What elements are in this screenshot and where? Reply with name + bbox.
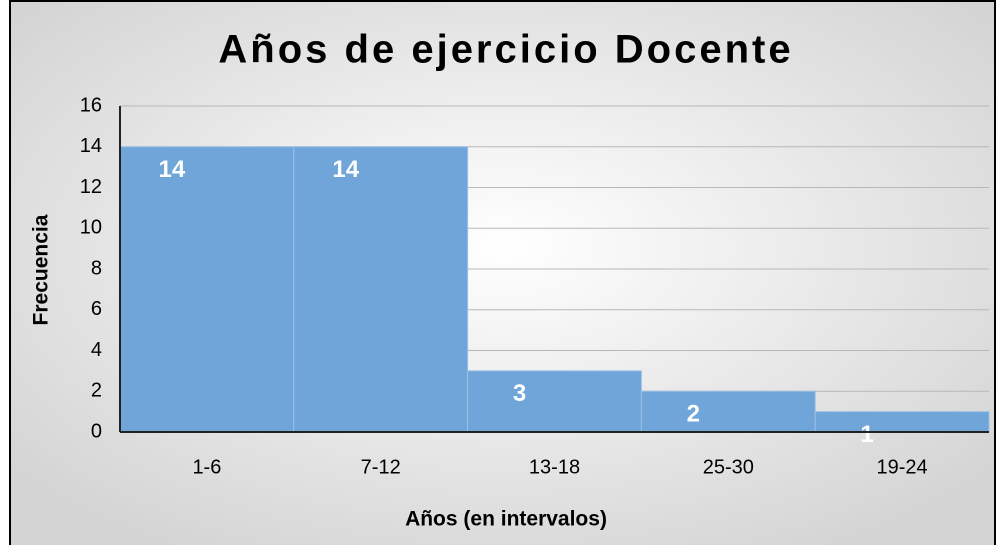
- x-tick-label: 7-12: [361, 456, 401, 478]
- data-label: 2: [687, 401, 700, 428]
- x-tick-label: 25-30: [703, 456, 754, 478]
- bar: [293, 146, 469, 433]
- bar: [119, 146, 295, 433]
- data-label: 1: [860, 421, 873, 448]
- y-tick-label: 0: [91, 420, 102, 442]
- y-tick-label: 12: [80, 176, 102, 198]
- y-tick-label: 16: [80, 94, 102, 116]
- data-label: 14: [332, 156, 359, 183]
- bar: [467, 370, 642, 433]
- bar: [640, 390, 816, 433]
- y-tick-label: 8: [91, 257, 102, 279]
- y-tick-label: 10: [80, 217, 102, 239]
- x-tick-label: 1-6: [192, 456, 221, 478]
- y-tick-label: 6: [91, 298, 102, 320]
- y-tick-label: 14: [80, 135, 102, 157]
- x-tick-label: 19-24: [877, 456, 928, 478]
- bar: [814, 411, 990, 433]
- y-tick-label: 2: [91, 380, 102, 402]
- chart-title: Años de ejercicio Docente: [218, 28, 793, 72]
- x-tick-label: 13-18: [529, 456, 580, 478]
- data-label: 3: [513, 380, 526, 407]
- x-axis-title: Años (en intervalos): [405, 508, 607, 531]
- data-label: 14: [159, 156, 186, 183]
- y-axis-title: Frecuencia: [30, 214, 53, 325]
- y-tick-label: 4: [91, 339, 102, 361]
